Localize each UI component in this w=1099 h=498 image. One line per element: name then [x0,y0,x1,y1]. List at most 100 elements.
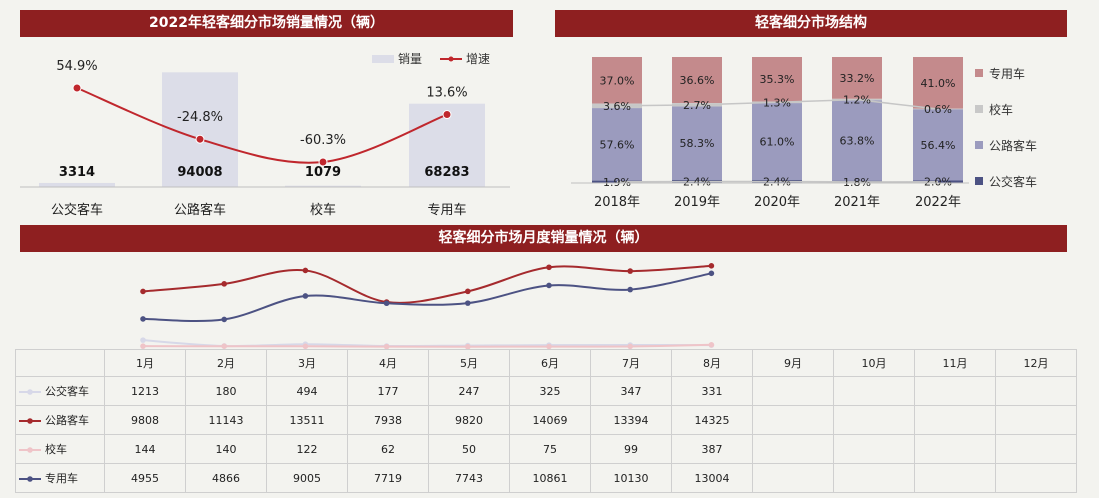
year-label: 2020年 [754,195,800,210]
table-cell: 10861 [509,463,591,493]
monthly-point [140,343,146,349]
monthly-point [383,300,390,307]
table-cell: 75 [509,434,591,464]
special-share-label: 41.0% [921,77,956,90]
legend-label-sales: 销量 [398,52,422,66]
road-share-label: 56.4% [921,139,956,152]
year-label: 2022年 [915,195,961,210]
road-share-label: 58.3% [680,137,715,150]
table-cell [752,405,834,435]
table-cell [995,405,1077,435]
special-share-label: 35.3% [760,73,795,86]
monthly-point [546,282,552,289]
special-share-label: 33.2% [840,72,875,85]
table-cell: 11143 [185,405,267,435]
sales-value-label: 1079 [305,165,341,180]
monthly-sales-chart [140,263,715,350]
legend-swatch [975,69,983,77]
monthly-point [221,316,227,323]
monthly-line [142,264,712,304]
month-header: 4月 [347,349,429,377]
table-cell [995,463,1077,493]
table-cell: 1213 [104,376,186,406]
structure-segment [913,57,963,109]
table-cell [833,463,915,493]
structure-segment [672,57,722,104]
school-share-line [616,98,939,110]
monthly-point [546,343,552,350]
structure-segment [913,109,963,181]
growth-point [442,110,452,120]
monthly-point [627,268,633,274]
monthly-point [708,270,715,277]
bus-share-label: 2.4% [683,175,711,188]
structure-segment [592,108,642,181]
table-cell [752,376,834,406]
year-label: 2018年 [594,195,640,210]
month-header: 1月 [104,349,186,377]
table-cell: 144 [104,434,186,464]
bus-share-label: 1.9% [603,176,631,189]
growth-value-label: 54.9% [56,59,97,74]
sales-bar [39,182,115,187]
category-label: 公交客车 [51,202,103,218]
table-row: 专用车 4955 4866 9005 7719 7743 10861 10130 13004 [15,463,1077,493]
bus-share-label: 2.4% [763,175,791,188]
legend-label-growth: 增速 [466,52,490,66]
monthly-point [465,343,471,350]
growth-value-label: 13.6% [426,86,467,101]
series-label: 公交客车 [15,376,105,406]
table-cell: 13511 [266,405,348,435]
school-share-label: 2.7% [683,99,711,112]
legend-marker-growth [448,56,454,62]
table-cell: 4866 [185,463,267,493]
monthly-point [708,263,715,269]
series-label: 校车 [15,434,105,464]
legend-swatch [975,177,983,185]
table-cell: 387 [671,434,753,464]
market-structure-chart: 37.0% 3.6% 57.6% 1.9% 2018年 36.6% 2.7% 58.3% 2.4… [571,57,1037,210]
table-cell: 62 [347,434,429,464]
structure-chart-title: 轻客细分市场结构 [555,10,1067,37]
school-share-label: 3.6% [603,100,631,113]
series-marker-icon [19,447,41,453]
structure-segment [592,57,642,104]
table-cell: 9005 [266,463,348,493]
table-cell: 494 [266,376,348,406]
monthly-point [140,337,146,343]
table-cell [914,434,996,464]
school-share-label: 1.3% [763,96,791,109]
month-header: 3月 [266,349,348,377]
monthly-point [302,343,309,350]
monthly-point [546,264,552,271]
bus-share-label: 1.8% [843,176,871,189]
table-row: 校车 144 140 122 62 50 75 99 387 [15,434,1077,464]
table-cell: 331 [671,376,753,406]
category-label: 专用车 [427,202,466,218]
table-cell: 13394 [590,405,672,435]
category-label: 公路客车 [174,202,226,218]
table-cell: 14325 [671,405,753,435]
monthly-point [302,293,309,299]
monthly-point [627,286,633,293]
table-cell: 7743 [428,463,510,493]
table-cell: 177 [347,376,429,406]
table-cell: 122 [266,434,348,464]
monthly-point [627,343,633,350]
table-cell: 50 [428,434,510,464]
road-share-label: 57.6% [600,138,635,151]
legend-label: 校车 [989,102,1013,117]
table-row: 公交客车 1213 180 494 177 247 325 347 331 [15,376,1077,406]
table-cell: 99 [590,434,672,464]
monthly-chart-title: 轻客细分市场月度销量情况（辆） [20,225,1067,252]
year-label: 2019年 [674,195,720,210]
table-cell: 9808 [104,405,186,435]
legend-label: 公路客车 [989,138,1037,153]
legend-swatch [975,141,983,149]
month-header: 8月 [671,349,753,377]
table-cell: 7938 [347,405,429,435]
growth-point [72,83,82,93]
sales-value-label: 94008 [177,165,222,180]
table-cell: 140 [185,434,267,464]
monthly-point [465,288,471,295]
